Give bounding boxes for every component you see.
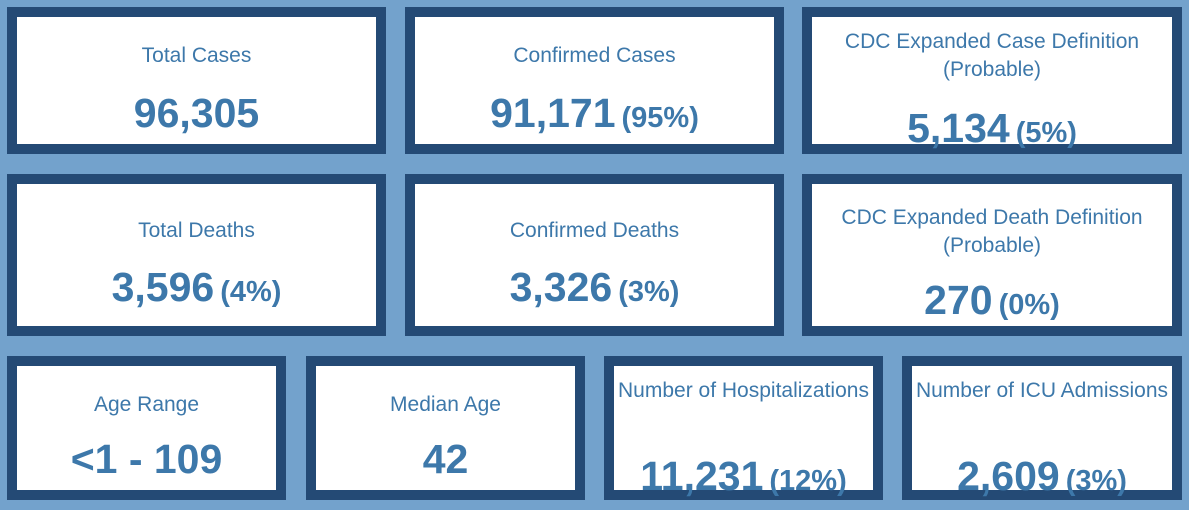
card-value-row: 3,596 (4%): [17, 264, 376, 311]
card-value-row: <1 - 109: [17, 436, 276, 483]
card-value-row: 42: [316, 436, 575, 483]
card-label: Age Range: [93, 393, 200, 416]
card-label: Confirmed Deaths: [509, 219, 680, 242]
probable-cases-card: CDC Expanded Case Definition (Probable) …: [802, 7, 1182, 154]
confirmed-cases-card: Confirmed Cases 91,171 (95%): [405, 7, 784, 154]
card-percent: (3%): [1065, 465, 1127, 497]
card-label: CDC Expanded Death Definition (Probable): [841, 206, 1143, 257]
card-label: Total Cases: [141, 44, 252, 67]
total-deaths-card: Total Deaths 3,596 (4%): [7, 174, 386, 336]
card-value-row: 270 (0%): [812, 277, 1172, 324]
age-range-card: Age Range <1 - 109: [7, 356, 286, 500]
icu-admissions-card: Number of ICU Admissions 2,609 (3%): [902, 356, 1182, 500]
median-age-card: Median Age 42: [306, 356, 585, 500]
card-value: 270: [924, 277, 993, 323]
card-percent: (12%): [769, 465, 847, 497]
hospitalizations-card: Number of Hospitalizations 11,231 (12%): [604, 356, 883, 500]
confirmed-deaths-card: Confirmed Deaths 3,326 (3%): [405, 174, 784, 336]
card-value-row: 2,609 (3%): [912, 453, 1172, 500]
total-cases-card: Total Cases 96,305: [7, 7, 386, 154]
card-label: Confirmed Cases: [513, 44, 676, 67]
card-value: 5,134: [907, 105, 1010, 151]
card-label: Number of ICU Admissions: [915, 379, 1169, 402]
card-value: 11,231: [640, 453, 764, 499]
card-value-row: 5,134 (5%): [812, 105, 1172, 152]
card-value: 42: [422, 436, 469, 482]
card-value-row: 96,305: [17, 90, 376, 137]
card-percent: (3%): [618, 276, 680, 308]
card-value: 96,305: [133, 90, 260, 136]
card-value: 91,171: [490, 90, 616, 136]
card-value-row: 11,231 (12%): [614, 453, 873, 500]
card-label: Median Age: [390, 393, 501, 416]
probable-deaths-card: CDC Expanded Death Definition (Probable)…: [802, 174, 1182, 336]
card-label: CDC Expanded Case Definition (Probable): [844, 30, 1140, 81]
card-value: 2,609: [957, 453, 1060, 499]
card-percent: (4%): [220, 276, 282, 308]
card-value-row: 3,326 (3%): [415, 264, 774, 311]
card-value: 3,596: [111, 264, 215, 310]
card-percent: (95%): [621, 102, 699, 134]
card-value: 3,326: [509, 264, 613, 310]
card-label: Total Deaths: [138, 219, 255, 242]
card-percent: (0%): [998, 289, 1060, 321]
card-percent: (5%): [1015, 117, 1077, 149]
card-label: Number of Hospitalizations: [618, 379, 869, 402]
card-value: <1 - 109: [70, 436, 223, 482]
card-value-row: 91,171 (95%): [415, 90, 774, 137]
